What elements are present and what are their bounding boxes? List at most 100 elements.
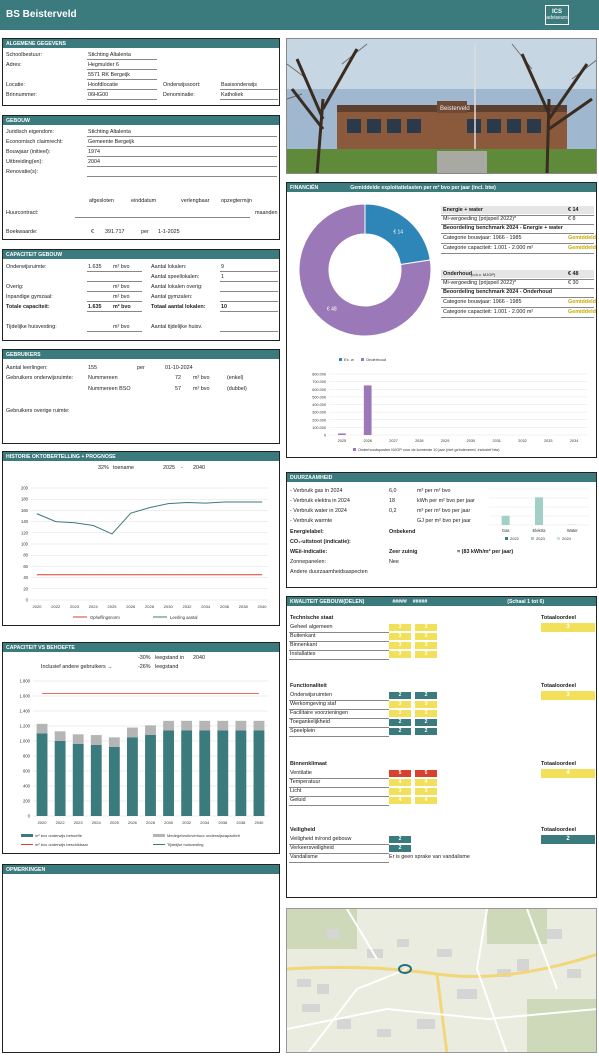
cat1-value: Gemiddeld (568, 235, 596, 241)
data-point (167, 574, 169, 576)
leerlingen-date: 01-10-2024 (165, 365, 193, 371)
ew-mi-value: € 8 (568, 216, 576, 222)
field-value: 1974 (88, 149, 100, 155)
data-point (205, 502, 207, 504)
totaaloordeel-label: Totaaloordeel (541, 827, 576, 833)
field-label: Denominatie: (163, 92, 195, 98)
energie-water-value: € 14 (568, 207, 579, 213)
oh-benchmark-label: Beoordeling benchmark 2024 - Onderhoud (443, 289, 553, 295)
legend-label: 2023 (536, 536, 546, 541)
quality-item: Temperatuur (290, 779, 321, 785)
x-tick-label: 2022 (51, 604, 61, 609)
verbruik-label: - Verbruik warmte (290, 518, 333, 524)
quality-score: 4 (415, 779, 437, 786)
onderhoud-label: Onderhoud (443, 271, 473, 277)
panel-subtitle: Gemiddelde exploitatielasten per m² bvo … (350, 185, 496, 191)
user-unit: m² bvo (193, 386, 210, 392)
y-tick-label: 0 (26, 598, 29, 603)
field-label: Schoolbestuur: (6, 52, 42, 58)
bar-behoefte (217, 730, 229, 816)
data-point (224, 574, 225, 576)
energielabel-value: Onbekend (389, 529, 416, 535)
leegstand2-text: leegstand (155, 664, 179, 670)
x-tick-label: Water (567, 528, 579, 533)
cat2-label: Categorie capaciteit: 1.001 - 2.000 m² (443, 245, 534, 251)
legend-label: Onderhoud (366, 357, 386, 362)
data-point (74, 522, 75, 524)
user-unit: m² bvo (193, 375, 210, 381)
y-tick-label: 40 (23, 575, 28, 580)
verbruik-label: - Verbruik gas in 2024 (290, 488, 343, 494)
x-tick-label: 2030 (164, 820, 174, 825)
quality-score: 3 (389, 710, 411, 717)
maanden-label: maanden (255, 210, 278, 216)
totaaloordeel-value: 3 (541, 691, 595, 700)
bar-medegebruik (54, 731, 66, 741)
x-tick-label: 2032 (182, 820, 192, 825)
quality-score: 2 (389, 728, 411, 735)
onderhoud-sub: (o.b.v. MJOP) (471, 272, 496, 277)
field-value: 1 (221, 274, 224, 280)
cat1-label: Categorie bouwjaar: 1966 - 1985 (443, 235, 522, 241)
donut-label: € 48 (327, 307, 337, 313)
panel-title: GEBRUIKERS (3, 350, 279, 359)
panel-title: DUURZAAMHEID (287, 473, 596, 482)
bar-behoefte (199, 730, 211, 816)
quality-score: 3 (389, 651, 411, 658)
field-label: Bouwjaar (initieel): (6, 149, 51, 155)
bar-medegebruik (108, 737, 120, 747)
panel-historie: HISTORIE OKTOBERTELLING + PROGNOSE 32% t… (2, 451, 280, 626)
quality-score: 2 (389, 719, 411, 726)
y-tick-label: 600 (23, 769, 31, 774)
x-tick-label: 2023 (70, 604, 80, 609)
onderhoud-value: € 48 (568, 271, 579, 277)
quality-score: 2 (389, 845, 411, 852)
legend-label: 2022 (510, 536, 520, 541)
data-point (149, 507, 150, 508)
x-tick-label: 2031 (492, 439, 500, 443)
field-label: Renovatie(s): (6, 169, 39, 175)
field-value: 10 (221, 304, 227, 310)
x-tick-label: 2030 (164, 604, 174, 609)
x-tick-label: 2038 (239, 604, 249, 609)
capaciteit-chart: 0 200 400 600 800 1.000 1.200 1.400 1.600 1.800 20… (20, 679, 268, 847)
field-value: 1.635 (88, 304, 102, 310)
panel-title: HISTORIE OKTOBERTELLING + PROGNOSE (3, 452, 279, 461)
quality-score: 5 (415, 770, 437, 777)
company-logo: ICS adviseurs (545, 5, 569, 25)
quality-score: 3 (389, 642, 411, 649)
verbruik-label: - Verbruik water in 2024 (290, 508, 347, 514)
energie-water-label: Energie + water (443, 207, 483, 213)
data-point (205, 574, 207, 576)
panel-gebouw: GEBOUW Juridisch eigendom: Stichting Alta… (2, 115, 280, 240)
panel-opmerkingen: OPMERKINGEN (2, 864, 280, 1053)
leerlingen-per: per (137, 365, 145, 371)
user-name: Nummereen BSO (88, 386, 131, 392)
bar-behoefte (72, 744, 84, 816)
quality-item: Geluid (290, 797, 306, 803)
page-header: BS Beisterveld ICS adviseurs (0, 0, 599, 30)
y-tick-label: 200 (23, 799, 31, 804)
field-label: Totaal aantal lokalen: (151, 304, 206, 310)
quality-score: 2 (389, 692, 411, 699)
data-point (36, 574, 38, 576)
y-tick-label: 100 (21, 542, 29, 547)
verbruik-bar (501, 515, 510, 525)
quality-item: Speelplein (290, 728, 316, 734)
user-type: (enkel) (227, 375, 244, 381)
x-tick-label: 2025 (108, 604, 118, 609)
totaaloordeel-value: 4 (541, 769, 595, 778)
boekwaarde-date: 1-1-2025 (158, 229, 180, 235)
legend-swatch (353, 448, 356, 451)
x-tick-label: 2028 (145, 604, 155, 609)
panel-title: FINANCIËN Gemiddelde exploitatielasten pe… (287, 183, 596, 192)
legend-swatch (361, 358, 364, 361)
totaaloordeel-label: Totaaloordeel (541, 683, 576, 689)
y-tick-label: 1.400 (20, 709, 31, 714)
x-tick-label: 2036 (218, 820, 228, 825)
x-tick-label: 2026 (363, 439, 371, 443)
quality-score: 2 (389, 836, 411, 843)
bar-behoefte (108, 747, 120, 816)
data-point (92, 574, 94, 576)
panel-capaciteit-vs-behoefte: CAPACITEIT VS BEHOEFTE -30% leegstand in… (2, 642, 280, 854)
